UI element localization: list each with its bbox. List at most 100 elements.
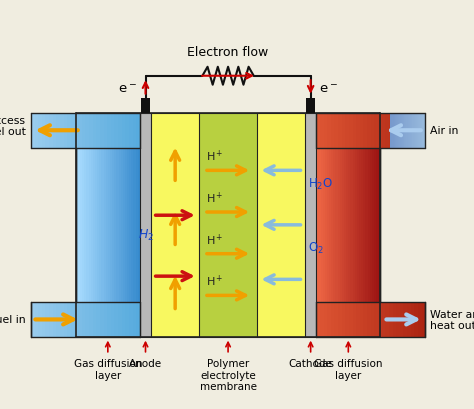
- Polygon shape: [46, 302, 49, 337]
- Polygon shape: [103, 113, 106, 337]
- Polygon shape: [335, 302, 338, 337]
- Polygon shape: [327, 113, 329, 337]
- Polygon shape: [380, 148, 425, 302]
- Polygon shape: [78, 113, 82, 148]
- Polygon shape: [38, 302, 42, 337]
- Polygon shape: [136, 113, 140, 148]
- Polygon shape: [141, 99, 150, 113]
- Polygon shape: [356, 302, 360, 337]
- Polygon shape: [327, 113, 331, 148]
- Polygon shape: [393, 113, 395, 148]
- Polygon shape: [103, 113, 107, 148]
- Polygon shape: [127, 113, 129, 337]
- Polygon shape: [107, 113, 111, 148]
- Polygon shape: [342, 113, 346, 148]
- Polygon shape: [108, 113, 110, 337]
- Polygon shape: [374, 113, 378, 148]
- Polygon shape: [136, 113, 138, 337]
- Polygon shape: [134, 113, 136, 337]
- Polygon shape: [100, 302, 103, 337]
- Polygon shape: [60, 113, 64, 148]
- Polygon shape: [319, 113, 320, 337]
- Polygon shape: [138, 113, 140, 337]
- Polygon shape: [118, 302, 122, 337]
- Text: H$_2$O: H$_2$O: [308, 176, 333, 191]
- Text: Gas diffusion
layer: Gas diffusion layer: [73, 358, 142, 380]
- Polygon shape: [74, 113, 78, 148]
- Polygon shape: [349, 113, 353, 148]
- Polygon shape: [419, 113, 420, 148]
- Polygon shape: [385, 302, 389, 337]
- Polygon shape: [97, 113, 99, 337]
- Polygon shape: [402, 113, 403, 148]
- Polygon shape: [56, 113, 60, 148]
- Polygon shape: [331, 113, 333, 337]
- Text: Air in: Air in: [430, 126, 458, 136]
- Text: Polymer
electrolyte
membrane: Polymer electrolyte membrane: [200, 358, 256, 391]
- Polygon shape: [133, 302, 136, 337]
- Polygon shape: [414, 113, 418, 148]
- Polygon shape: [400, 113, 401, 148]
- Polygon shape: [396, 113, 400, 148]
- Polygon shape: [371, 302, 374, 337]
- Polygon shape: [385, 113, 389, 148]
- Polygon shape: [316, 113, 320, 148]
- Polygon shape: [91, 113, 93, 337]
- Polygon shape: [331, 113, 335, 148]
- Polygon shape: [129, 113, 131, 337]
- Polygon shape: [346, 113, 348, 337]
- Polygon shape: [114, 113, 117, 337]
- Polygon shape: [86, 113, 89, 337]
- Polygon shape: [92, 113, 96, 148]
- Polygon shape: [111, 113, 114, 148]
- Polygon shape: [342, 113, 344, 337]
- Polygon shape: [378, 113, 382, 148]
- Polygon shape: [35, 302, 38, 337]
- Polygon shape: [392, 113, 396, 148]
- Polygon shape: [363, 113, 365, 337]
- Polygon shape: [71, 302, 74, 337]
- Polygon shape: [414, 302, 418, 337]
- Polygon shape: [371, 113, 374, 148]
- Polygon shape: [323, 113, 325, 337]
- Polygon shape: [320, 302, 324, 337]
- Polygon shape: [360, 302, 364, 337]
- Text: Fuel in: Fuel in: [0, 315, 26, 325]
- Polygon shape: [100, 113, 103, 148]
- Polygon shape: [67, 302, 71, 337]
- Polygon shape: [324, 302, 327, 337]
- Polygon shape: [408, 113, 409, 148]
- Polygon shape: [78, 302, 82, 337]
- Polygon shape: [360, 113, 364, 148]
- Text: Cathode: Cathode: [289, 358, 333, 368]
- Polygon shape: [353, 113, 356, 148]
- Polygon shape: [403, 302, 407, 337]
- Polygon shape: [89, 302, 92, 337]
- Polygon shape: [117, 113, 118, 337]
- Polygon shape: [35, 113, 38, 148]
- Polygon shape: [356, 113, 360, 148]
- Polygon shape: [372, 113, 374, 337]
- Polygon shape: [151, 113, 199, 337]
- Polygon shape: [114, 302, 118, 337]
- Polygon shape: [133, 113, 136, 148]
- Polygon shape: [122, 302, 125, 337]
- Polygon shape: [31, 302, 35, 337]
- Polygon shape: [395, 113, 396, 148]
- Text: Gas diffusion
layer: Gas diffusion layer: [314, 358, 383, 380]
- Polygon shape: [53, 113, 56, 148]
- Polygon shape: [42, 302, 46, 337]
- Polygon shape: [78, 113, 80, 337]
- Polygon shape: [364, 113, 367, 148]
- Polygon shape: [391, 113, 392, 148]
- Polygon shape: [346, 113, 349, 148]
- Polygon shape: [125, 113, 129, 148]
- Polygon shape: [349, 302, 353, 337]
- Polygon shape: [416, 113, 417, 148]
- Polygon shape: [110, 113, 112, 337]
- Polygon shape: [418, 113, 422, 148]
- Polygon shape: [80, 113, 82, 337]
- Polygon shape: [111, 302, 114, 337]
- Polygon shape: [424, 113, 425, 148]
- Polygon shape: [338, 302, 342, 337]
